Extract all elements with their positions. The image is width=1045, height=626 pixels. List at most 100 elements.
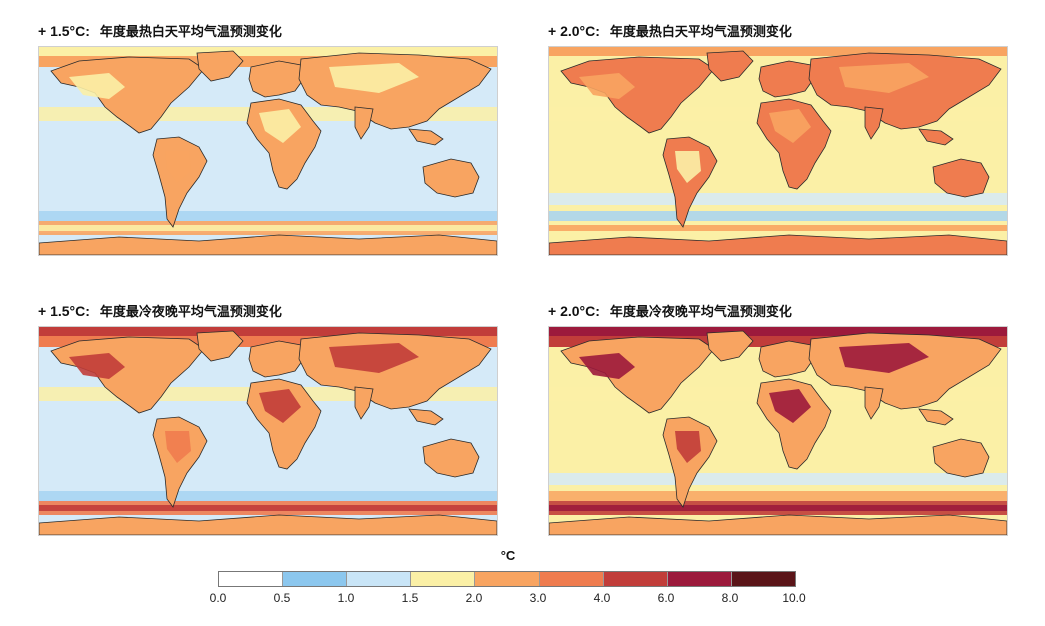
warming-hotspot [329,63,419,93]
legend-swatch [411,572,476,586]
legend-swatch [283,572,348,586]
panel-title: + 1.5°C: 年度最冷夜晚平均气温预测变化 [38,300,282,322]
warming-hotspot [839,343,929,373]
continent-europe [248,60,306,98]
continent-antarctica [39,514,497,535]
legend-tick-label: 8.0 [721,591,739,605]
ocean-change-band [39,193,497,205]
ocean-change-band [549,193,1007,205]
warming-hotspot [329,343,419,373]
southern-ocean-core-band [39,505,497,511]
map-svg [549,327,1007,535]
continent-greenland [196,330,244,362]
arctic-core-band [549,47,1007,56]
continent-australia [422,438,480,478]
legend-swatch [475,572,540,586]
map-svg [39,47,497,255]
warming-hotspot [259,389,301,423]
ocean-change-band [39,211,497,221]
continent-southeast-asia [918,128,954,146]
warming-hotspot [839,63,929,93]
legend-tick-label: 4.0 [593,591,611,605]
legend-swatch [731,572,795,586]
ocean-change-band [549,473,1007,485]
warming-hotspot [69,353,125,379]
warming-hotspot [675,431,701,463]
legend-swatch [219,572,284,586]
ocean-change-band [39,473,497,485]
continent-antarctica [39,234,497,255]
color-legend: °C 0.0 0.5 1.0 1.5 2.0 3.0 4.0 6.0 8.0 10.0 [210,548,806,618]
legend-tick-label: 6.0 [657,591,675,605]
warming-level-label: + 2.0°C: [548,23,600,39]
legend-tick-label: 0.5 [273,591,291,605]
legend-color-bar [218,571,796,587]
ocean-change-band [39,491,497,501]
legend-tick-label: 1.5 [401,591,419,605]
legend-unit-label: °C [500,548,516,563]
map-svg [549,47,1007,255]
continent-antarctica [549,514,1007,535]
world-map [38,326,498,536]
southern-ocean-core-band [549,225,1007,231]
continent-southeast-asia [408,408,444,426]
panel-title: + 2.0°C: 年度最热白天平均气温预测变化 [548,20,792,42]
map-panel-coldest-night-2-0: + 2.0°C: 年度最冷夜晚平均气温预测变化 [548,300,1018,564]
continent-antarctica [549,234,1007,255]
warming-hotspot [165,431,191,463]
warming-hotspot [675,151,701,183]
legend-tick-label: 1.0 [337,591,355,605]
continent-india [354,386,374,420]
warming-level-label: + 1.5°C: [38,303,90,319]
arctic-core-band [39,47,497,56]
warming-hotspot [769,389,811,423]
map-panel-coldest-night-1-5: + 1.5°C: 年度最冷夜晚平均气温预测变化 [38,300,508,564]
southern-ocean-core-band [549,505,1007,511]
world-map [548,326,1008,536]
world-map [38,46,498,256]
legend-swatch [603,572,668,586]
map-svg [39,327,497,535]
warming-hotspot [259,109,301,143]
continent-greenland [706,50,754,82]
panel-title: + 1.5°C: 年度最热白天平均气温预测变化 [38,20,282,42]
world-map [548,46,1008,256]
continent-europe [758,340,816,378]
warming-level-label: + 1.5°C: [38,23,90,39]
panel-description: 年度最热白天平均气温预测变化 [609,24,792,39]
map-panel-hottest-day-2-0: + 2.0°C: 年度最热白天平均气温预测变化 [548,20,1018,284]
continent-india [864,106,884,140]
southern-ocean-core-band [39,225,497,231]
legend-tick-label: 3.0 [529,591,547,605]
panel-title: + 2.0°C: 年度最冷夜晚平均气温预测变化 [548,300,792,322]
continent-australia [932,158,990,198]
panel-description: 年度最热白天平均气温预测变化 [99,24,282,39]
panel-description: 年度最冷夜晚平均气温预测变化 [99,304,282,319]
warming-level-label: + 2.0°C: [548,303,600,319]
continent-southeast-asia [918,408,954,426]
legend-swatch [347,572,412,586]
panel-description: 年度最冷夜晚平均气温预测变化 [609,304,792,319]
continent-greenland [196,50,244,82]
arctic-core-band [549,327,1007,336]
warming-hotspot [69,73,125,99]
continent-india [354,106,374,140]
legend-swatch [539,572,604,586]
warming-hotspot [579,73,635,99]
legend-tick-label: 10.0 [782,591,806,605]
ocean-change-band [549,491,1007,501]
map-panel-hottest-day-1-5: + 1.5°C: 年度最热白天平均气温预测变化 [38,20,508,284]
arctic-core-band [39,327,497,336]
continent-europe [248,340,306,378]
legend-tick-label: 2.0 [465,591,483,605]
legend-tick-labels: 0.0 0.5 1.0 1.5 2.0 3.0 4.0 6.0 8.0 10.0 [210,591,806,607]
legend-swatch [667,572,732,586]
legend-tick-label: 0.0 [209,591,227,605]
continent-southeast-asia [408,128,444,146]
continent-greenland [706,330,754,362]
warming-hotspot [579,353,635,379]
warming-hotspot [165,151,191,183]
continent-india [864,386,884,420]
continent-europe [758,60,816,98]
continent-australia [422,158,480,198]
